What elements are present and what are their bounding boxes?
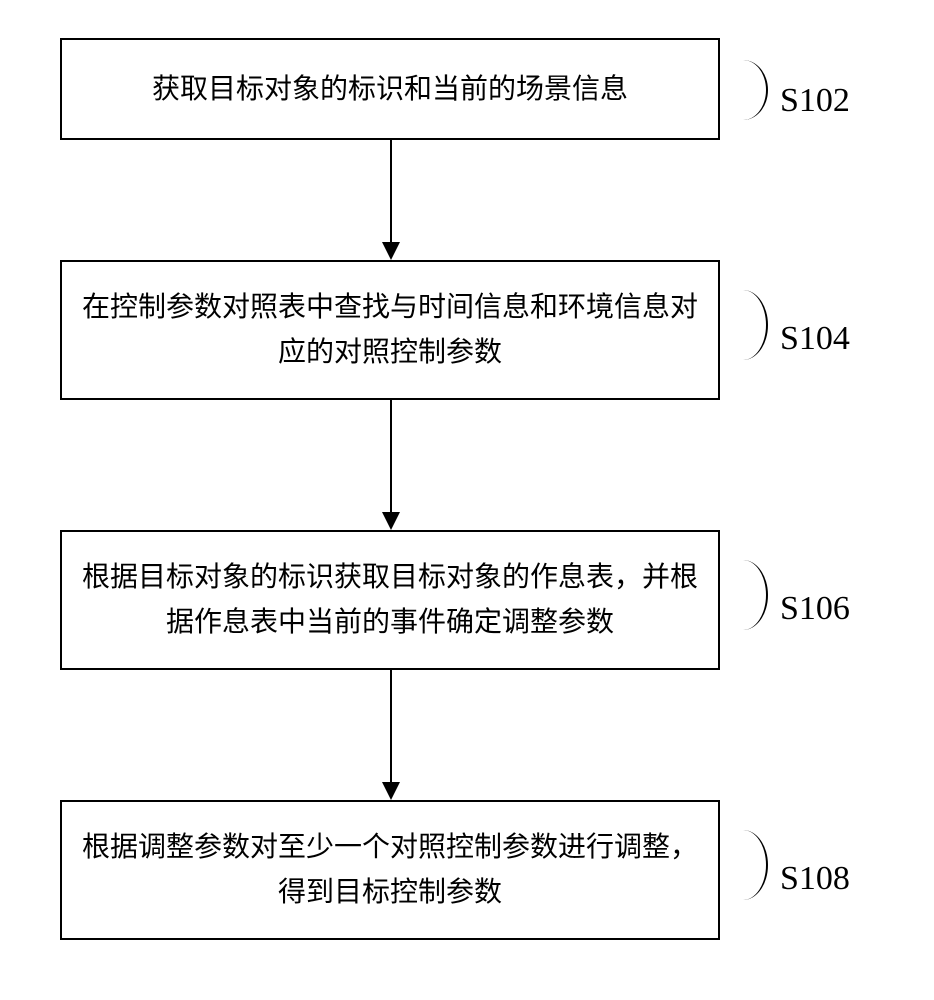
step-box-s108: 根据调整参数对至少一个对照控制参数进行调整，得到目标控制参数 xyxy=(60,800,720,940)
step-text: 在控制参数对照表中查找与时间信息和环境信息对应的对照控制参数 xyxy=(82,285,698,375)
step-label-s102: S102 xyxy=(780,82,850,120)
step-box-s102: 获取目标对象的标识和当前的场景信息 xyxy=(60,38,720,140)
arrow-line xyxy=(390,140,392,242)
step-label-s104: S104 xyxy=(780,320,850,358)
step-label-s108: S108 xyxy=(780,860,850,898)
step-box-s106: 根据目标对象的标识获取目标对象的作息表，并根据作息表中当前的事件确定调整参数 xyxy=(60,530,720,670)
flowchart-canvas: 获取目标对象的标识和当前的场景信息 S102 在控制参数对照表中查找与时间信息和环境… xyxy=(0,0,934,1000)
step-label-s106: S106 xyxy=(780,590,850,628)
step-text: 根据目标对象的标识获取目标对象的作息表，并根据作息表中当前的事件确定调整参数 xyxy=(82,555,698,645)
arrow-head-icon xyxy=(382,782,400,800)
arrow-head-icon xyxy=(382,512,400,530)
arrow-head-icon xyxy=(382,242,400,260)
connector-curve xyxy=(718,830,768,900)
step-text: 获取目标对象的标识和当前的场景信息 xyxy=(152,67,628,112)
step-box-s104: 在控制参数对照表中查找与时间信息和环境信息对应的对照控制参数 xyxy=(60,260,720,400)
connector-curve xyxy=(718,60,768,120)
connector-curve xyxy=(718,560,768,630)
arrow-line xyxy=(390,670,392,782)
connector-curve xyxy=(718,290,768,360)
step-text: 根据调整参数对至少一个对照控制参数进行调整，得到目标控制参数 xyxy=(82,825,698,915)
arrow-line xyxy=(390,400,392,512)
